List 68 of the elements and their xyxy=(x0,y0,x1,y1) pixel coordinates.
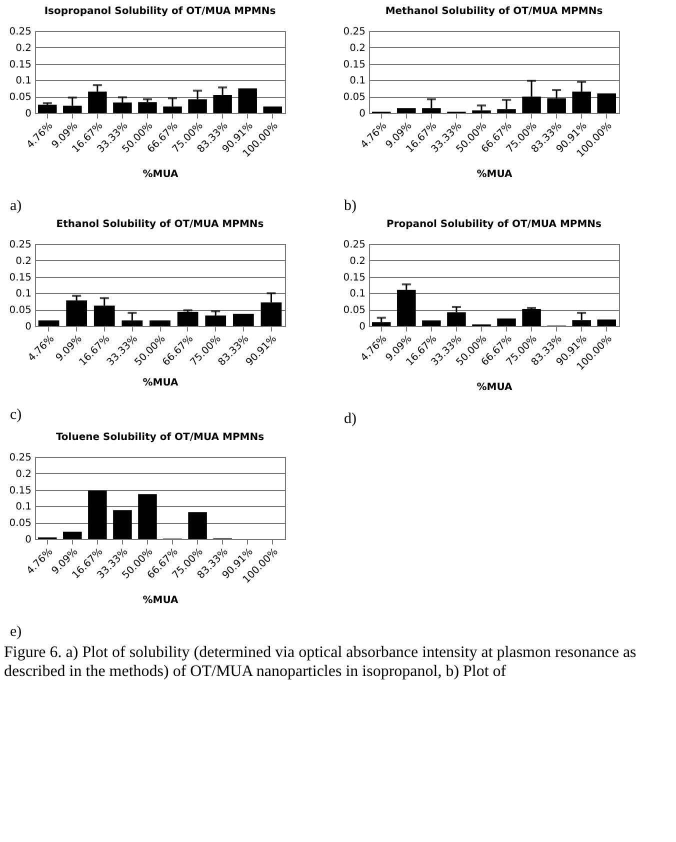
bar xyxy=(233,314,254,326)
y-tick-label: 0.05 xyxy=(343,305,366,316)
bar xyxy=(38,320,60,326)
y-tick-label: 0.15 xyxy=(343,59,366,70)
chart-title: Propanol Solubility of OT/MUA MPMNs xyxy=(386,219,602,230)
y-tick-label: 0.05 xyxy=(9,92,32,104)
bar xyxy=(447,312,466,326)
y-tick-label: 0.1 xyxy=(16,76,32,87)
chart-title: Methanol Solubility of OT/MUA MPMNs xyxy=(385,6,603,17)
y-tick-label: 0 xyxy=(359,322,366,332)
y-tick-label: 0.2 xyxy=(16,468,32,480)
x-axis-title: %MUA xyxy=(142,595,179,606)
bar xyxy=(113,510,132,539)
y-tick-label: 0.25 xyxy=(9,26,32,38)
y-tick-label: 0.2 xyxy=(16,256,32,267)
y-tick-label: 0.2 xyxy=(350,256,366,267)
y-tick-label: 0.1 xyxy=(16,502,32,513)
bar xyxy=(263,106,282,113)
caption: Figure 6. a) Plot of solubility (determined via optical absorbance intensity at plasmon resonance as described in the methods) of OT/MUA nanoparticles in isopropanol, b) Plot of xyxy=(4,643,638,682)
y-tick-label: 0.2 xyxy=(16,42,32,54)
bar xyxy=(238,88,257,113)
bar xyxy=(372,322,391,326)
y-tick-label: 0.1 xyxy=(350,288,366,300)
bar xyxy=(397,290,416,326)
y-tick-label: 0.05 xyxy=(9,305,32,316)
x-axis-title: %MUA xyxy=(142,169,179,180)
chart-title: Toluene Solubility of OT/MUA MPMNs xyxy=(56,432,264,443)
y-tick-label: 0.1 xyxy=(16,288,32,300)
text: c) xyxy=(10,406,23,424)
bar xyxy=(188,512,207,539)
y-tick-label: 0.15 xyxy=(9,272,32,284)
text: e) xyxy=(10,623,23,641)
y-tick-label: 0.25 xyxy=(343,26,366,38)
bar xyxy=(422,320,441,326)
bar xyxy=(150,320,170,326)
y-tick-label: 0 xyxy=(25,322,32,332)
x-axis-title: %MUA xyxy=(142,378,179,389)
bar xyxy=(88,490,107,539)
text: b) xyxy=(344,197,358,215)
y-tick-label: 0.1 xyxy=(350,76,366,87)
y-tick-label: 0.25 xyxy=(343,240,366,250)
bar xyxy=(63,532,82,539)
text: d) xyxy=(344,410,358,428)
y-tick-label: 0.25 xyxy=(9,452,32,464)
bar xyxy=(397,108,416,113)
bar xyxy=(205,316,226,326)
chart-title: Isopropanol Solubility of OT/MUA MPMNs xyxy=(44,6,276,17)
bar xyxy=(472,110,491,113)
x-axis-title: %MUA xyxy=(476,169,513,180)
bar xyxy=(113,102,132,113)
y-tick-label: 0.2 xyxy=(350,42,366,54)
bar xyxy=(597,319,616,326)
y-tick-label: 0 xyxy=(25,534,32,546)
chart-title: Ethanol Solubility of OT/MUA MPMNs xyxy=(56,219,264,230)
y-tick-label: 0.15 xyxy=(9,59,32,70)
y-tick-label: 0.15 xyxy=(343,272,366,284)
y-tick-label: 0.15 xyxy=(9,485,32,496)
y-tick-label: 0.05 xyxy=(9,518,32,530)
x-axis-title: %MUA xyxy=(476,382,513,394)
y-tick-label: 0 xyxy=(25,108,32,120)
y-tick-label: 0 xyxy=(359,108,366,120)
bar xyxy=(66,300,87,326)
text: a) xyxy=(10,197,23,215)
bar xyxy=(597,93,616,113)
y-tick-label: 0.05 xyxy=(343,92,366,104)
y-tick-label: 0.25 xyxy=(9,240,32,250)
bar xyxy=(138,494,157,539)
bar xyxy=(497,318,516,326)
